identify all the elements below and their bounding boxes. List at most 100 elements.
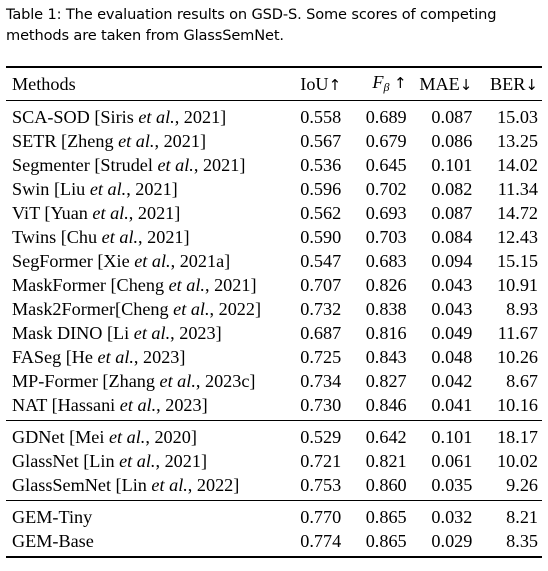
caption-text: The evaluation results on GSD-S. Some sc… — [6, 6, 497, 44]
iou-cell: 0.558 — [283, 100, 342, 129]
f-beta-cell: 0.843 — [365, 347, 407, 367]
mae-cell: 0.035 — [431, 475, 473, 495]
ber-cell: 11.67 — [497, 323, 538, 343]
iou-cell: 0.590 — [300, 227, 342, 247]
ber-cell: 15.03 — [472, 100, 542, 129]
f-beta-cell: 0.702 — [365, 179, 407, 199]
ber-cell: 8.21 — [472, 500, 542, 529]
table-row: Segmenter [Strudel et al., 2021] 0.536 0.6… — [6, 153, 542, 177]
mae-cell: 0.049 — [431, 323, 473, 343]
ber-cell: 10.16 — [497, 395, 538, 415]
method-name-cell: SegFormer [Xie et al., 2021a] — [12, 251, 231, 271]
method-name-cell: GlassNet [Lin et al., 2021] — [12, 451, 207, 471]
method-name-cell: GlassSemNet [Lin et al., 2022] — [12, 475, 240, 495]
table-row: GlassNet [Lin et al., 2021] 0.721 0.821 0.0… — [6, 449, 542, 473]
f-beta-cell: 0.860 — [365, 475, 407, 495]
ber-cell: 18.17 — [472, 420, 542, 449]
mae-cell: 0.082 — [431, 179, 473, 199]
ber-cell: 10.02 — [497, 451, 538, 471]
method-name-cell: SETR [Zheng et al., 2021] — [12, 131, 206, 151]
f-beta-cell: 0.838 — [365, 299, 407, 319]
iou-cell: 0.753 — [300, 475, 342, 495]
header-f-beta: Fβ ↑ — [341, 66, 407, 101]
ber-cell: 15.15 — [497, 251, 538, 271]
method-name-cell: Twins [Chu et al., 2021] — [12, 227, 190, 247]
ber-cell: 8.67 — [506, 371, 538, 391]
table-row: Swin [Liu et al., 2021] 0.596 0.702 0.082 11… — [6, 177, 542, 201]
f-beta-cell: 0.865 — [341, 500, 407, 529]
f-beta-cell: 0.642 — [341, 420, 407, 449]
method-name-cell: Segmenter [Strudel et al., 2021] — [12, 155, 246, 175]
ber-cell: 9.26 — [506, 475, 538, 495]
iou-cell: 0.730 — [300, 395, 342, 415]
table-body: SCA-SOD [Siris et al., 2021] 0.558 0.689 0.… — [6, 100, 542, 558]
table-row: MaskFormer [Cheng et al., 2021] 0.707 0.82… — [6, 273, 542, 297]
iou-cell: 0.562 — [300, 203, 342, 223]
ber-cell: 10.26 — [497, 347, 538, 367]
f-beta-cell: 0.693 — [365, 203, 407, 223]
method-name-cell: FASeg [He et al., 2023] — [12, 347, 186, 367]
mae-cell: 0.048 — [431, 347, 473, 367]
iou-cell: 0.536 — [300, 155, 342, 175]
ber-cell: 11.34 — [497, 179, 538, 199]
method-name-cell: NAT [Hassani et al., 2023] — [12, 395, 208, 415]
table-row: GEM-Tiny 0.770 0.865 0.032 8.21 — [6, 500, 542, 529]
f-beta-cell: 0.826 — [365, 275, 407, 295]
ber-cell: 10.91 — [497, 275, 538, 295]
table-row: Mask2Former[Cheng et al., 2022] 0.732 0.83… — [6, 297, 542, 321]
table-row: Twins [Chu et al., 2021] 0.590 0.703 0.084 1… — [6, 225, 542, 249]
ber-cell: 8.35 — [472, 529, 542, 558]
mae-cell: 0.042 — [431, 371, 473, 391]
iou-cell: 0.547 — [300, 251, 342, 271]
f-beta-cell: 0.821 — [365, 451, 407, 471]
ber-cell: 14.02 — [497, 155, 538, 175]
method-name-cell: MP-Former [Zhang et al., 2023c] — [12, 371, 256, 391]
iou-cell: 0.721 — [300, 451, 342, 471]
f-beta-cell: 0.816 — [365, 323, 407, 343]
f-beta-cell: 0.827 — [365, 371, 407, 391]
mae-cell: 0.043 — [431, 275, 473, 295]
table-row: SCA-SOD [Siris et al., 2021] 0.558 0.689 0.… — [6, 100, 542, 129]
method-name-cell: GDNet [Mei et al., 2020] — [6, 420, 284, 449]
ber-cell: 13.25 — [497, 131, 538, 151]
mae-cell: 0.086 — [431, 131, 473, 151]
f-beta-cell: 0.645 — [365, 155, 407, 175]
ber-cell: 8.93 — [506, 299, 538, 319]
f-beta-cell: 0.846 — [365, 395, 407, 415]
table-row: SETR [Zheng et al., 2021] 0.567 0.679 0.086… — [6, 129, 542, 153]
method-name-cell: SCA-SOD [Siris et al., 2021] — [6, 100, 284, 129]
iou-cell: 0.734 — [300, 371, 342, 391]
ber-cell: 12.43 — [497, 227, 538, 247]
method-name-cell: Swin [Liu et al., 2021] — [12, 179, 178, 199]
table-row: GEM-Base 0.774 0.865 0.029 8.35 — [6, 529, 542, 558]
iou-cell: 0.529 — [283, 420, 342, 449]
down-arrow-icon: ↓ — [525, 75, 538, 94]
iou-cell: 0.725 — [300, 347, 342, 367]
method-name-cell: Mask DINO [Li et al., 2023] — [12, 323, 222, 343]
mae-cell: 0.032 — [406, 500, 473, 529]
table-row: ViT [Yuan et al., 2021] 0.562 0.693 0.087 14… — [6, 201, 542, 225]
iou-cell: 0.596 — [300, 179, 342, 199]
iou-cell: 0.687 — [300, 323, 342, 343]
iou-cell: 0.732 — [300, 299, 342, 319]
method-name-cell: GEM-Base — [6, 529, 284, 558]
table-row: FASeg [He et al., 2023] 0.725 0.843 0.048 10… — [6, 345, 542, 369]
method-name-cell: ViT [Yuan et al., 2021] — [12, 203, 181, 223]
mae-cell: 0.084 — [431, 227, 473, 247]
f-beta-cell: 0.703 — [365, 227, 407, 247]
header-row: Methods IoU↑ Fβ ↑ MAE↓ BER↓ — [6, 66, 542, 101]
header-iou: IoU↑ — [283, 66, 342, 101]
table-row: NAT [Hassani et al., 2023] 0.730 0.846 0.04… — [6, 393, 542, 421]
iou-cell: 0.774 — [283, 529, 342, 558]
mae-cell: 0.061 — [431, 451, 473, 471]
header-methods: Methods — [6, 66, 284, 101]
down-arrow-icon: ↓ — [459, 75, 473, 94]
up-arrow-icon: ↑ — [394, 73, 407, 92]
header-mae: MAE↓ — [406, 66, 473, 101]
mae-cell: 0.094 — [431, 251, 473, 271]
iou-cell: 0.770 — [283, 500, 342, 529]
header-ber: BER↓ — [472, 66, 542, 101]
table-row: MP-Former [Zhang et al., 2023c] 0.734 0.82… — [6, 369, 542, 393]
iou-cell: 0.567 — [300, 131, 342, 151]
caption-label: Table 1: — [6, 6, 62, 23]
